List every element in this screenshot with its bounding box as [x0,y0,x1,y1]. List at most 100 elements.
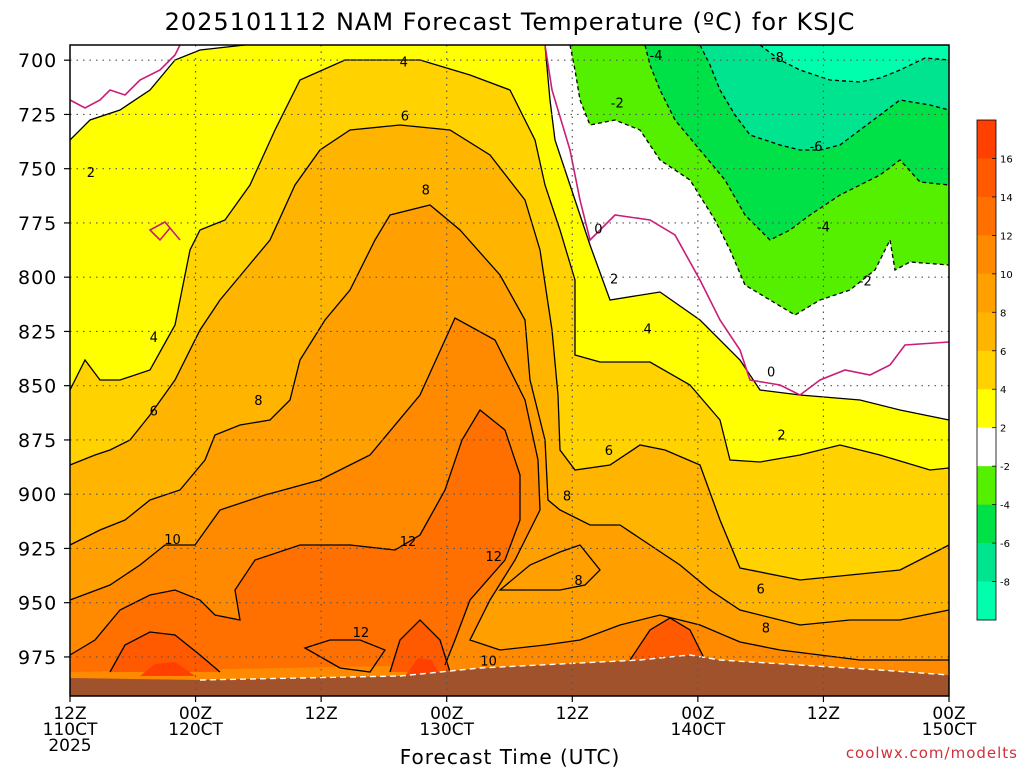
colorbar-swatch [977,158,996,198]
contour-label: -8 [771,51,784,66]
contour-label: -4 [817,220,830,235]
contour-neg2 [569,44,950,316]
colorbar-swatch [977,312,996,352]
band-14-16 [110,618,705,672]
contour-10 [69,317,949,661]
surface-line [199,654,950,681]
contour-label: -2 [611,97,624,112]
contour-label: 10 [480,654,497,669]
colorbar-label: -6 [1000,539,1010,550]
colorbar-swatch [977,543,996,582]
colorbar-swatch [977,581,996,621]
contour-label: 0 [767,366,775,381]
contour-2 [69,44,950,421]
y-tick-label: 700 [18,50,57,72]
contour-label: 2 [777,429,785,444]
x-tick-time: 12Z [305,704,338,724]
plot-area: 2 4 6 10 8 12 12 4 6 8 12 10 8 8 0 2 -2 -4 4 6 -8 -6 -4 -2 0 2 6 8 [69,44,950,697]
contour-label: 12 [400,535,417,550]
colorbar-swatch [977,427,996,467]
colorbar-label: 2 [1000,424,1006,435]
y-tick-label: 800 [18,267,57,289]
contour-6 [69,124,950,581]
contour-labels: 2 4 6 10 8 12 12 4 6 8 12 10 8 8 0 2 -2 -4 4 6 -8 -6 -4 -2 0 2 6 8 [87,49,872,669]
contour-label: 4 [400,55,408,70]
contour-label: 0 [594,222,602,237]
y-tick-label: 850 [18,376,57,398]
x-tick-date: 140CT [671,720,726,740]
colorbar-swatch [977,350,996,390]
y-tick-label: 925 [18,538,57,560]
contour-label: 8 [762,622,770,637]
y-tick-label: 950 [18,593,57,615]
x-tick-time: 00Z [932,704,965,724]
y-tick-label: 875 [18,430,57,452]
contour-label: 12 [486,550,503,565]
contour-4 [69,59,950,471]
contour-neg6 [699,44,950,151]
band-12-14 [70,410,520,672]
colorbar-label: -8 [1000,578,1010,589]
colorbar-label: 8 [1000,308,1006,319]
band-below-neg8 [760,45,949,82]
contour-label: 2 [610,272,618,287]
colorbar: 16 14 12 10 8 6 4 2 -2 -4 -6 -8 [976,119,1013,621]
colorbar-label: 14 [1000,193,1013,204]
colorbar-label: 16 [1000,154,1013,165]
contour-label: 10 [164,533,181,548]
contour-label: 8 [254,394,262,409]
colorbar-label: 10 [1000,270,1013,281]
y-tick-label: 900 [18,484,57,506]
contour-label: 8 [574,574,582,589]
colorbar-label: 6 [1000,347,1006,358]
contour-label: 6 [401,110,409,125]
colorbar-swatch [977,466,996,505]
colorbar-frame [976,119,997,621]
band-16-plus [140,658,440,676]
colorbar-swatch [977,389,996,428]
contour-14 [109,617,706,673]
contour-label: 6 [757,583,765,598]
colorbar-swatch [977,235,996,275]
contour-label: -6 [810,140,823,155]
grid [70,45,949,696]
contour-label: 8 [422,183,430,198]
contour-label: 12 [353,626,370,641]
contour-label: 6 [150,405,158,420]
x-tick-date: 150CT [922,720,977,740]
contour-neg4 [644,44,950,241]
contour-label: 4 [643,322,651,337]
contour-8-island [498,544,601,591]
y-tick-label: 825 [18,321,57,343]
plot-frame [69,44,950,697]
colorbar-swatch [977,504,996,544]
x-tick-time: 12Z [556,704,589,724]
contour-8 [69,204,950,626]
x-tick-time: 00Z [179,704,212,724]
colorbar-swatch [977,196,996,236]
colorbar-label: 12 [1000,231,1013,242]
colorbar-label: 4 [1000,385,1006,396]
x-axis-title: Forecast Time (UTC) [400,745,621,768]
chart-title: 2025101112 NAM Forecast Temperature (ºC)… [165,8,856,36]
x-tick-time: 12Z [53,704,86,724]
x-tick-date: 120CT [168,720,223,740]
colorbar-label: -2 [1000,462,1010,473]
contour-label: 6 [605,444,613,459]
contour-label: -2 [859,275,872,290]
contour-label: -4 [650,49,663,64]
x-tick-date: 130CT [419,720,474,740]
x-tick-year: 2025 [48,736,91,756]
x-tick-time: 00Z [430,704,463,724]
y-axis: 700 725 750 775 800 825 850 875 900 925 950 975 [18,50,70,669]
colorbar-swatch [977,120,996,159]
contour-label: 2 [87,166,95,181]
x-tick-time: 12Z [807,704,840,724]
contour-12 [69,409,521,666]
y-tick-label: 750 [18,159,57,181]
y-tick-label: 975 [18,647,57,669]
y-tick-label: 725 [18,104,57,126]
contour-label: 4 [150,331,158,346]
